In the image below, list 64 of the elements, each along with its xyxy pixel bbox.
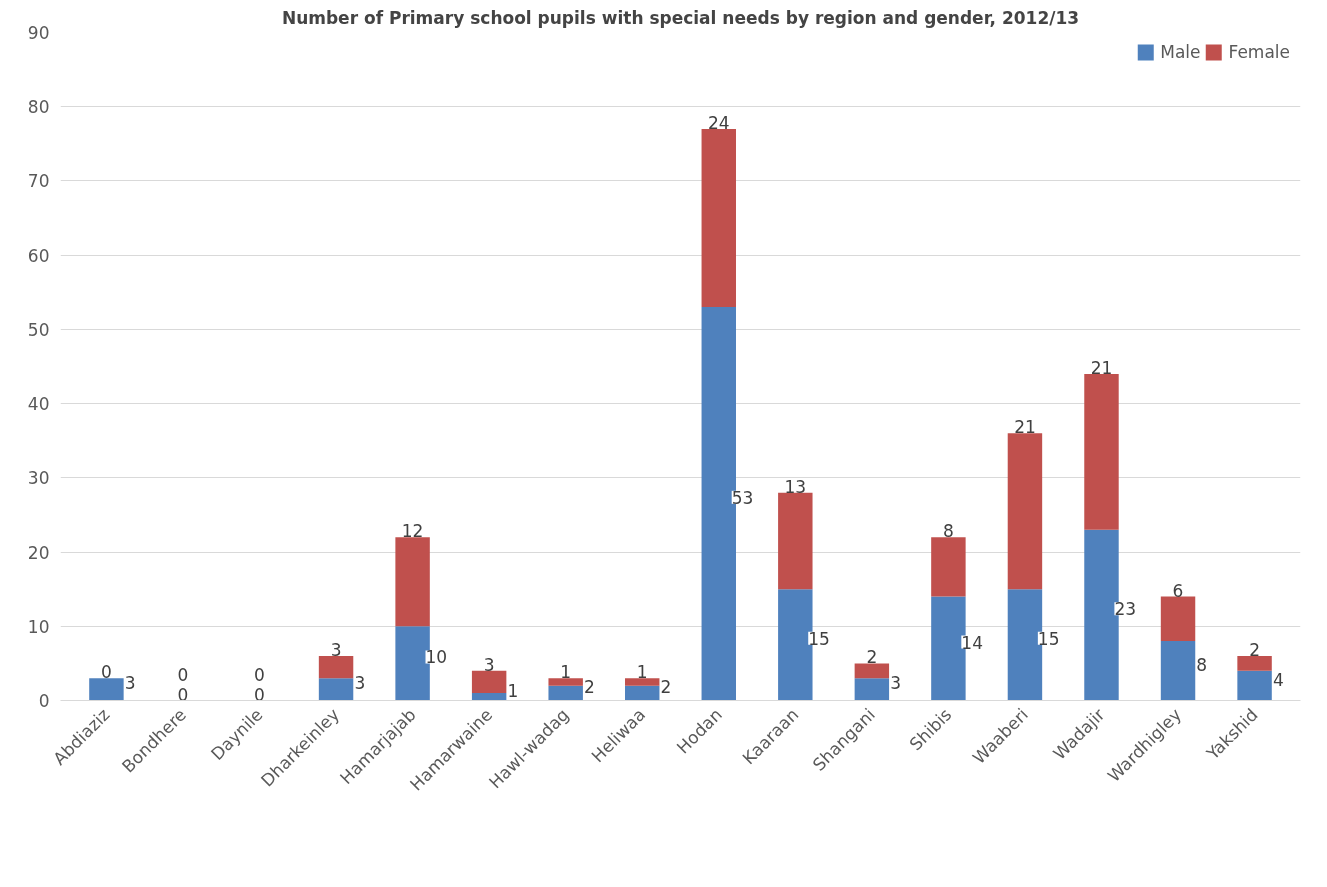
bar — [1084, 373, 1119, 530]
data-label: 21 — [1014, 417, 1036, 438]
data-label: 3 — [483, 654, 495, 675]
bar — [318, 655, 354, 679]
data-label: 13 — [784, 476, 807, 497]
data-label: 1 — [636, 662, 648, 683]
bar — [471, 693, 507, 701]
data-label: 3 — [124, 673, 136, 694]
bar — [778, 492, 813, 590]
data-label: 53 — [731, 487, 754, 508]
y-tick-label: 90 — [27, 23, 50, 43]
bar — [1160, 596, 1196, 642]
data-label: 4 — [1272, 669, 1284, 690]
y-tick-label: 0 — [38, 691, 50, 711]
data-label: 1 — [560, 662, 572, 683]
bar — [931, 537, 966, 597]
data-label: 23 — [1114, 599, 1137, 620]
data-label: 3 — [330, 639, 342, 660]
bar — [1007, 433, 1043, 590]
data-label: 2 — [1249, 639, 1260, 660]
y-tick-label: 50 — [27, 319, 50, 340]
bar — [1237, 670, 1272, 701]
y-tick-label: 10 — [27, 616, 50, 637]
bar — [548, 685, 583, 701]
bar — [1237, 655, 1272, 671]
data-label: 6 — [1172, 580, 1184, 601]
bar — [625, 685, 660, 701]
data-label: 15 — [808, 628, 830, 649]
chart-title: Number of Primary school pupils with special needs by region and gender, 2012/13 — [281, 7, 1080, 28]
data-label: 8 — [942, 521, 954, 542]
data-label: 3 — [354, 673, 366, 694]
legend-label: Female — [1228, 42, 1290, 62]
data-label: 2 — [660, 677, 672, 698]
data-label: 2 — [584, 677, 595, 698]
bar — [625, 678, 660, 686]
bar — [548, 678, 583, 686]
data-label: 12 — [401, 521, 424, 542]
bar — [89, 678, 124, 701]
bar — [318, 678, 354, 701]
data-label: 1 — [507, 680, 519, 701]
y-tick-label: 40 — [27, 394, 50, 415]
bar — [854, 678, 890, 701]
y-tick-label: 60 — [27, 245, 50, 266]
y-tick-label: 20 — [27, 542, 50, 563]
data-label: 0 — [101, 662, 112, 683]
bar — [1160, 641, 1196, 701]
y-tick-label: 30 — [27, 468, 50, 489]
data-label: 15 — [1037, 628, 1060, 649]
y-tick-label: 80 — [27, 97, 50, 118]
data-label: 24 — [707, 112, 730, 133]
y-tick-label: 70 — [27, 171, 50, 192]
data-label: 21 — [1090, 357, 1113, 378]
bar — [701, 128, 736, 308]
data-label: 2 — [866, 647, 878, 668]
data-label: 0 — [254, 664, 265, 685]
bar — [471, 670, 507, 694]
data-label: 0 — [177, 664, 189, 685]
data-label: 10 — [425, 647, 448, 668]
data-label: 14 — [961, 632, 983, 653]
legend-label: Male — [1160, 42, 1201, 62]
data-label: 8 — [1196, 654, 1208, 675]
bar — [395, 537, 430, 627]
bar — [854, 663, 890, 679]
data-label: 3 — [890, 673, 902, 694]
